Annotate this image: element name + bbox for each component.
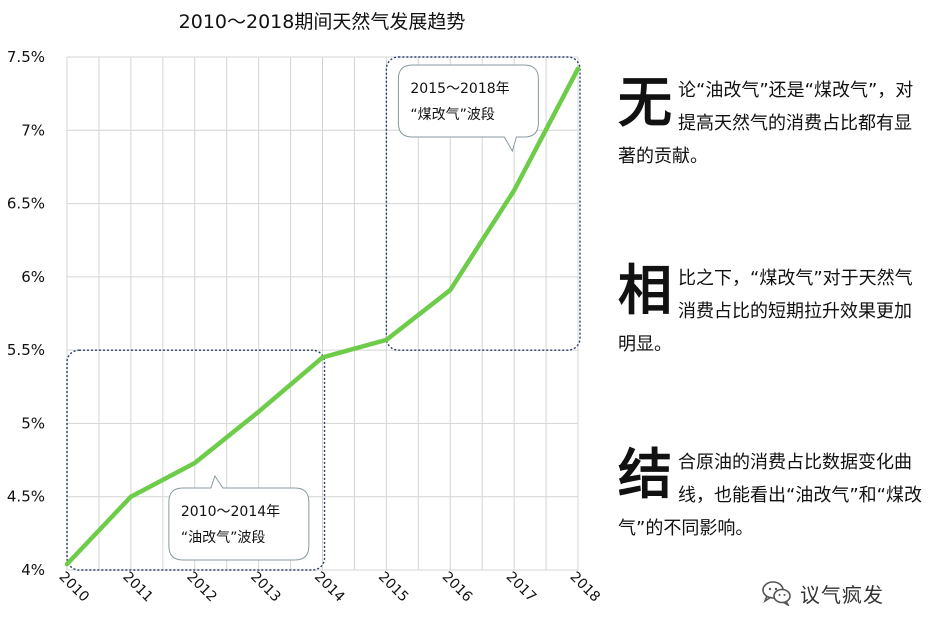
line-chart: 2010～2018期间天然气发展趋势 4% 4.5% 5% 5.5% 6% 6.5% 7% 7… xyxy=(7,11,604,606)
drop-cap: 无 xyxy=(618,71,672,134)
drop-cap: 相 xyxy=(618,259,672,322)
x-tick-label: 2013 xyxy=(247,569,284,606)
y-tick-label: 7.5% xyxy=(7,48,45,66)
y-tick-label: 6% xyxy=(21,268,45,286)
x-tick-label: 2015 xyxy=(375,569,412,606)
annotation-label: 2010～2014年 xyxy=(181,504,280,520)
paragraph-text: 论“油改气”还是“煤改气”，对提高天然气的消费占比都有显著的贡献。 xyxy=(618,80,914,167)
annotation-bubble xyxy=(168,474,310,561)
x-tick-label: 2014 xyxy=(311,569,348,606)
annotation-label: 2015～2018年 xyxy=(410,81,509,97)
x-tick-label: 2011 xyxy=(119,569,156,606)
y-tick-label: 4.5% xyxy=(7,488,45,506)
chart-title: 2010～2018期间天然气发展趋势 xyxy=(179,11,466,33)
x-tick-label: 2018 xyxy=(567,569,604,606)
brand-watermark: 议气疯发 xyxy=(762,578,884,608)
y-tick-label: 5.5% xyxy=(7,341,45,359)
x-tick-label: 2010 xyxy=(56,569,93,606)
y-axis-ticks: 4% 4.5% 5% 5.5% 6% 6.5% 7% 7.5% xyxy=(7,48,45,579)
x-tick-label: 2017 xyxy=(503,569,540,606)
wechat-icon xyxy=(762,581,791,606)
annotation-box xyxy=(385,56,581,351)
x-tick-label: 2016 xyxy=(439,569,476,606)
text-block-2: 相比之下，“煤改气”对于天然气消费占比的短期拉升效果更加明显。 xyxy=(618,262,928,361)
series xyxy=(64,66,581,567)
annotation-label: “煤改气”波段 xyxy=(410,107,495,123)
y-tick-label: 5% xyxy=(21,414,45,432)
x-axis-ticks: 2010 2011 2012 2013 2014 2015 2016 2017 2018 xyxy=(56,569,604,606)
paragraph-text: 合原油的消费占比数据变化曲线，也能看出“油改气”和“煤改气”的不同影响。 xyxy=(618,452,922,539)
y-tick-label: 6.5% xyxy=(7,195,45,213)
grid xyxy=(66,56,579,571)
y-tick-label: 7% xyxy=(21,121,45,139)
y-tick-label: 4% xyxy=(21,561,45,579)
annotation-label: “油改气”波段 xyxy=(181,530,266,546)
brand-name: 议气疯发 xyxy=(800,582,884,607)
x-tick-label: 2012 xyxy=(183,569,220,606)
annotation-bubble xyxy=(397,64,539,153)
series-line xyxy=(64,66,581,567)
text-block-1: 无论“油改气”还是“煤改气”，对提高天然气的消费占比都有显著的贡献。 xyxy=(618,74,928,173)
annotation-box xyxy=(66,349,326,571)
annotations: 2010～2014年 “油改气”波段 2015～2018年 “煤改气”波段 xyxy=(66,56,581,571)
drop-cap: 结 xyxy=(618,443,672,506)
text-block-3: 结合原油的消费占比数据变化曲线，也能看出“油改气”和“煤改气”的不同影响。 xyxy=(618,446,928,545)
paragraph-text: 比之下，“煤改气”对于天然气消费占比的短期拉升效果更加明显。 xyxy=(618,268,913,355)
